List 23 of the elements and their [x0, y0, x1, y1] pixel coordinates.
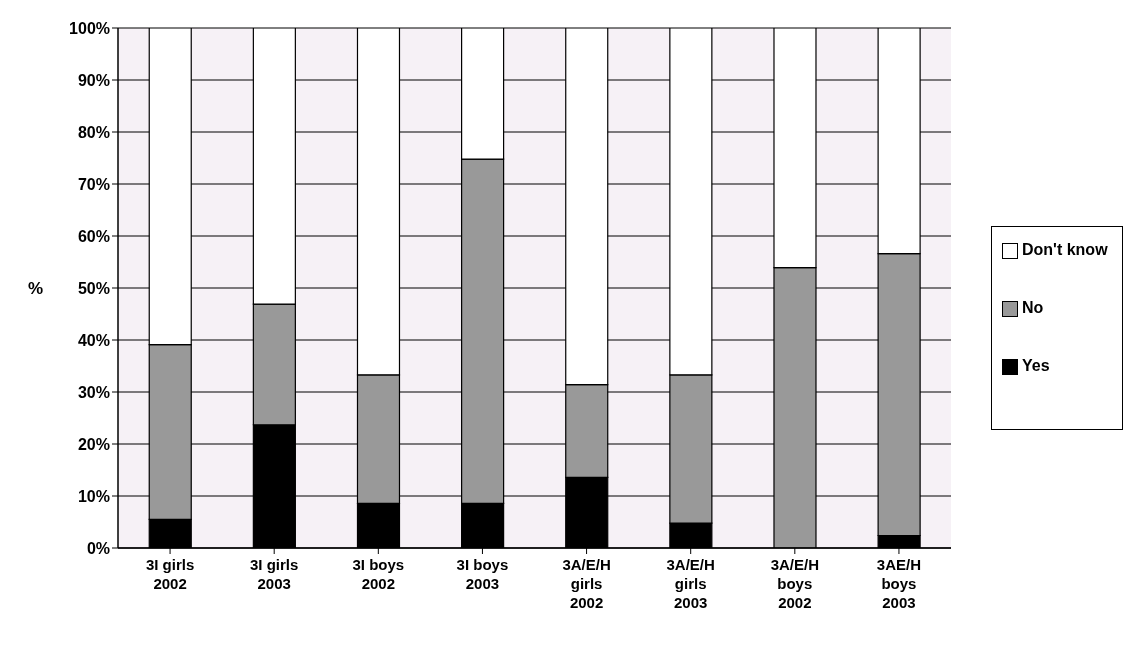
y-tick-label: 100%: [69, 19, 110, 37]
y-tick-label: 60%: [77, 227, 110, 245]
y-tick-label: 40%: [77, 331, 110, 349]
y-tick-label: 10%: [77, 487, 110, 505]
y-tick-label: 30%: [77, 383, 110, 401]
x-tick-label: 3A/E/H boys 2002: [770, 556, 819, 611]
x-tick-label: 3A/E/H girls 2003: [666, 556, 715, 611]
x-tick-label: 3AE/H boys 2003: [876, 556, 922, 611]
y-tick-label: 90%: [77, 71, 110, 89]
legend-label: No: [1022, 299, 1044, 317]
x-tick-label: 3I boys 2003: [456, 556, 509, 592]
y-tick-label: 50%: [77, 279, 110, 297]
x-tick-label: 3I boys 2002: [352, 556, 405, 592]
y-tick-label: 20%: [77, 435, 110, 453]
y-axis-title: %: [28, 279, 44, 299]
x-tick-label: 3A/E/H girls 2002: [562, 556, 611, 611]
legend-label: Yes: [1022, 357, 1050, 375]
y-tick-label: 70%: [77, 175, 110, 193]
x-tick-label: 3I girls 2002: [145, 556, 195, 592]
y-tick-label: 80%: [77, 123, 110, 141]
x-tick-label: 3I girls 2003: [250, 556, 299, 592]
y-tick-label: 0%: [86, 539, 110, 557]
legend-label: Don't know: [1022, 241, 1108, 259]
